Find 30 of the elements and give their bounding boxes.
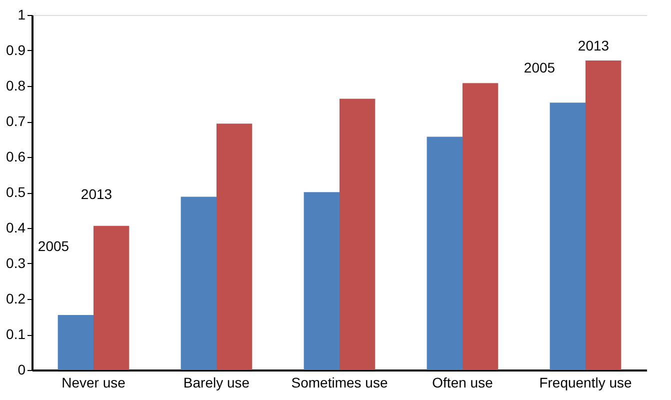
y-tick-label: 0.9 xyxy=(6,42,26,58)
annotation: 2013 xyxy=(578,37,610,54)
y-tick-label: 1 xyxy=(18,6,26,22)
y-tick-label: 0.5 xyxy=(6,184,26,200)
bar xyxy=(586,60,622,370)
x-tick-label: Barely use xyxy=(183,374,250,390)
y-tick-label: 0.1 xyxy=(6,326,26,342)
annotation: 2005 xyxy=(38,238,70,254)
bar xyxy=(304,192,340,370)
bar xyxy=(58,314,94,370)
bar xyxy=(94,226,130,370)
bar xyxy=(462,83,498,370)
y-tick-label: 0.4 xyxy=(6,220,26,236)
y-tick-label: 0 xyxy=(18,362,26,378)
annotation: 2013 xyxy=(80,186,112,202)
y-tick-label: 0.7 xyxy=(6,113,26,129)
bar xyxy=(550,102,586,370)
x-tick-label: Often use xyxy=(432,374,494,390)
annotation: 2005 xyxy=(524,59,556,76)
bar xyxy=(340,98,376,370)
y-tick-label: 0.2 xyxy=(6,290,26,306)
y-tick-label: 0.6 xyxy=(6,148,26,164)
bar xyxy=(180,196,216,370)
x-tick-label: Sometimes use xyxy=(291,374,388,390)
y-tick-label: 0.3 xyxy=(6,255,26,271)
x-tick-label: Frequently use xyxy=(539,374,632,390)
bar xyxy=(426,136,462,370)
x-tick-label: Never use xyxy=(62,374,126,390)
bar xyxy=(216,124,252,370)
y-tick-label: 0.8 xyxy=(6,78,26,94)
